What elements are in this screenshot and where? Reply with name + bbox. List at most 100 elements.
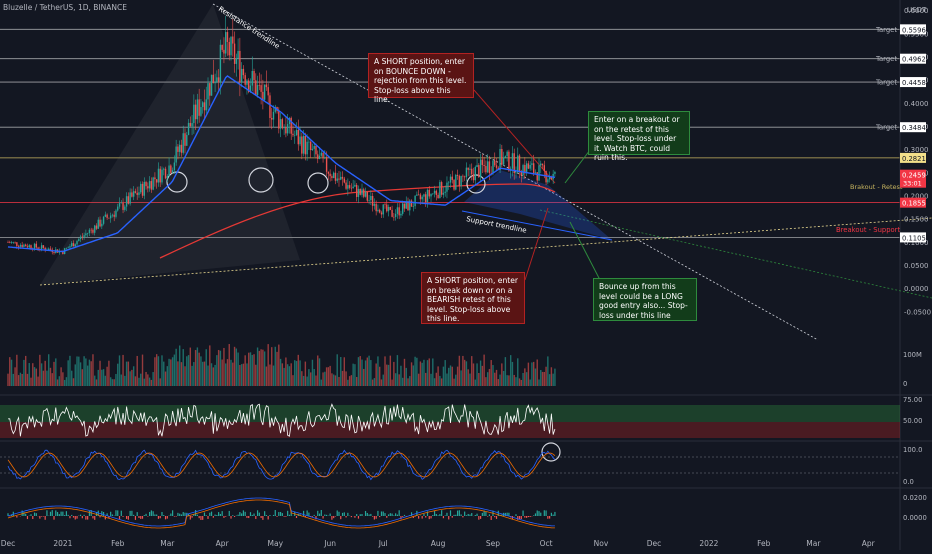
candle-body bbox=[163, 169, 164, 170]
volume-bar bbox=[324, 372, 325, 386]
candle-body bbox=[354, 185, 355, 187]
macd-histogram-bar bbox=[519, 516, 520, 519]
macd-histogram-bar bbox=[282, 513, 283, 516]
macd-histogram-bar bbox=[153, 511, 154, 516]
macd-histogram-bar bbox=[296, 516, 297, 518]
macd-histogram-bar bbox=[257, 510, 258, 516]
candle-body bbox=[98, 220, 99, 229]
price-tick-label: 0.1500 bbox=[904, 216, 929, 224]
macd-histogram-bar bbox=[347, 513, 348, 516]
volume-bar bbox=[487, 372, 488, 386]
candle-body bbox=[475, 167, 476, 180]
volume-bar bbox=[390, 356, 391, 386]
candle-body bbox=[506, 152, 507, 157]
volume-bar bbox=[55, 358, 56, 386]
volume-bar bbox=[18, 375, 19, 386]
macd-histogram-bar bbox=[464, 512, 465, 516]
volume-bar bbox=[67, 360, 68, 386]
candle-body bbox=[547, 179, 548, 182]
volume-bar bbox=[450, 365, 451, 386]
candle-body bbox=[267, 87, 268, 95]
candle-body bbox=[14, 242, 15, 243]
macd-histogram-bar bbox=[195, 510, 196, 516]
volume-bar bbox=[298, 355, 299, 386]
candle-body bbox=[537, 172, 538, 180]
candle-body bbox=[11, 242, 12, 243]
volume-bar bbox=[423, 360, 424, 386]
macd-histogram-bar bbox=[252, 515, 253, 516]
macd-histogram-bar bbox=[367, 513, 368, 516]
macd-histogram-bar bbox=[92, 516, 93, 518]
candle-body bbox=[429, 190, 430, 197]
macd-histogram-bar bbox=[354, 516, 355, 518]
volume-bar bbox=[468, 369, 469, 386]
candle-body bbox=[416, 195, 417, 196]
volume-bar bbox=[531, 362, 532, 386]
candle-body bbox=[165, 169, 166, 179]
candle-body bbox=[395, 214, 396, 217]
candle-body bbox=[145, 182, 146, 186]
price-tick-label: -0.0500 bbox=[904, 308, 931, 316]
volume-bar bbox=[34, 367, 35, 386]
volume-bar bbox=[409, 376, 410, 386]
volume-bar bbox=[221, 360, 222, 386]
macd-histogram-bar bbox=[172, 510, 173, 516]
volume-bar bbox=[232, 363, 233, 386]
macd-histogram-bar bbox=[322, 516, 323, 519]
macd-histogram-bar bbox=[68, 515, 69, 516]
candle-body bbox=[67, 247, 68, 248]
candle-body bbox=[512, 153, 513, 168]
volume-bar bbox=[498, 379, 499, 386]
macd-histogram-bar bbox=[441, 510, 442, 516]
macd-histogram-bar bbox=[89, 511, 90, 516]
macd-histogram-bar bbox=[521, 516, 522, 519]
note-short-top[interactable]: A SHORT position, enter on BOUNCE DOWN -… bbox=[368, 53, 474, 98]
macd-histogram-bar bbox=[220, 514, 221, 516]
volume-bar bbox=[48, 354, 49, 386]
volume-bar bbox=[354, 364, 355, 386]
volume-bar bbox=[434, 378, 435, 386]
volume-bar bbox=[163, 362, 164, 386]
volume-bar bbox=[283, 368, 284, 386]
volume-bar bbox=[494, 373, 495, 386]
candle-body bbox=[397, 207, 398, 214]
candle-body bbox=[262, 92, 263, 100]
volume-bar bbox=[443, 367, 444, 386]
volume-bar bbox=[308, 369, 309, 386]
macd-histogram-bar bbox=[130, 511, 131, 516]
volume-bar bbox=[526, 372, 527, 386]
volume-bar bbox=[551, 367, 552, 386]
candle-body bbox=[179, 145, 180, 152]
candle-body bbox=[441, 182, 442, 195]
volume-bar bbox=[154, 357, 155, 386]
macd-histogram-bar bbox=[422, 516, 423, 519]
volume-bar bbox=[53, 362, 54, 386]
note-long-breakout[interactable]: Enter on a breakout or on the retest of … bbox=[588, 111, 690, 155]
macd-histogram-bar bbox=[545, 510, 546, 516]
candle-body bbox=[375, 204, 376, 211]
volume-bar bbox=[437, 366, 438, 386]
volume-bar bbox=[181, 362, 182, 386]
macd-histogram-bar bbox=[376, 516, 377, 519]
macd-histogram-bar bbox=[457, 511, 458, 516]
candle-body bbox=[508, 152, 509, 171]
note-short-bottom[interactable]: A SHORT position, enter on break down or… bbox=[421, 272, 525, 324]
candle-body bbox=[191, 123, 192, 126]
candle-body bbox=[117, 207, 118, 211]
volume-bar bbox=[478, 373, 479, 386]
volume-bar bbox=[510, 355, 511, 386]
volume-bar bbox=[501, 363, 502, 386]
candle-body bbox=[533, 163, 534, 173]
volume-bar bbox=[41, 363, 42, 386]
volume-bar bbox=[538, 379, 539, 386]
macd-histogram-bar bbox=[61, 512, 62, 516]
volume-bar bbox=[455, 375, 456, 386]
candle-body bbox=[175, 147, 176, 163]
volume-bar bbox=[126, 362, 127, 386]
candle-body bbox=[13, 242, 14, 243]
volume-bar bbox=[82, 369, 83, 386]
volume-bar bbox=[333, 374, 334, 386]
note-long-bounce[interactable]: Bounce up from this level could be a LON… bbox=[593, 278, 697, 321]
macd-histogram-bar bbox=[230, 516, 231, 519]
